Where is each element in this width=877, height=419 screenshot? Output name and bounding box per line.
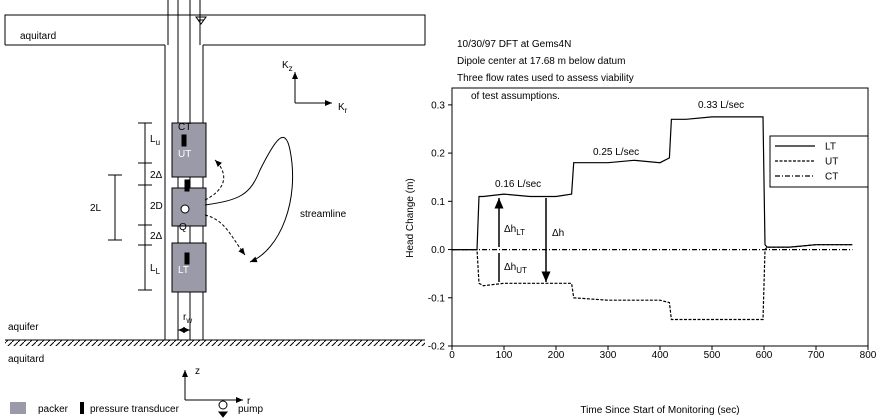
- streamline: [204, 136, 294, 263]
- delta-label: ΔhUT: [504, 262, 527, 275]
- y-tick-label: -0.2: [428, 342, 446, 353]
- flow-arrow: [204, 214, 246, 256]
- x-tick-label: 700: [808, 350, 825, 361]
- y-tick-label: -0.1: [428, 293, 446, 304]
- title-line: Dipole center at 17.68 m below datum: [457, 56, 625, 67]
- diagram-text: aquitard aquifer aquitard CT UT Q LT Lu …: [8, 31, 348, 415]
- y-tick-label: 0.1: [431, 197, 445, 208]
- x-axis-label: Time Since Start of Monitoring (sec): [580, 405, 739, 416]
- legend-label: LT: [825, 142, 836, 153]
- rate-label: 0.25 L/sec: [593, 147, 639, 158]
- x-tick-label: 0: [449, 350, 455, 361]
- legend-pump: [218, 400, 228, 410]
- legend-label: packer: [38, 404, 69, 415]
- transducer: [181, 134, 187, 147]
- transducer: [184, 179, 190, 192]
- aquitard-box: [4, 14, 426, 46]
- label: LT: [178, 265, 189, 276]
- label: Lu: [150, 134, 160, 147]
- y-tick-label: 0.0: [431, 245, 445, 256]
- label: 2D: [150, 201, 163, 212]
- hatch: [5, 340, 425, 346]
- diagram: [4, 0, 426, 418]
- label: LL: [150, 263, 161, 276]
- chart: 10/30/97 DFT at Gems4N Dipole center at …: [405, 39, 877, 416]
- label: Kz: [282, 60, 293, 73]
- transducer: [184, 252, 190, 265]
- delta-arrow: [499, 198, 546, 282]
- label: streamline: [300, 209, 347, 220]
- x-tick-label: 600: [756, 350, 773, 361]
- legend-label: CT: [825, 172, 838, 183]
- title-line: of test assumptions.: [471, 91, 560, 102]
- x-tick-label: 400: [652, 350, 669, 361]
- legend-transducer: [80, 402, 84, 414]
- legend-label: UT: [825, 157, 838, 168]
- label: Kr: [338, 102, 348, 115]
- delta-label: ΔhLT: [504, 224, 525, 237]
- water-table: [195, 16, 207, 25]
- label: aquifer: [8, 322, 39, 333]
- x-tick-label: 800: [860, 350, 877, 361]
- series-line: [452, 116, 853, 251]
- x-tick-label: 100: [496, 350, 513, 361]
- title-line: Three flow rates used to assess viabilit…: [457, 73, 634, 84]
- dimension-lines: [138, 122, 152, 291]
- label: 2Δ: [150, 231, 163, 242]
- title-line: 10/30/97 DFT at Gems4N: [457, 39, 571, 50]
- legend-pump: [217, 411, 229, 418]
- rate-label: 0.16 L/sec: [495, 179, 541, 190]
- y-tick-label: 0.3: [431, 100, 445, 111]
- x-tick-label: 300: [600, 350, 617, 361]
- zr-axes: [184, 370, 243, 400]
- series-line: [452, 244, 853, 321]
- label: aquitard: [8, 354, 44, 365]
- packer: [171, 122, 207, 178]
- rate-label: 0.33 L/sec: [698, 100, 744, 111]
- label: Q: [179, 222, 187, 233]
- label: 2Δ: [150, 170, 163, 181]
- label: 2L: [90, 203, 102, 214]
- label: r: [247, 396, 251, 407]
- k-axes: [294, 72, 332, 103]
- delta-label: Δh: [552, 228, 564, 239]
- packer: [171, 242, 207, 293]
- label: rw: [183, 312, 192, 325]
- pump: [180, 204, 190, 214]
- label: UT: [178, 149, 191, 160]
- label: aquitard: [20, 31, 56, 42]
- x-tick-label: 500: [704, 350, 721, 361]
- plot-frame: [451, 87, 869, 347]
- x-tick-label: 200: [548, 350, 565, 361]
- dimension-2l: [108, 174, 122, 241]
- label: z: [195, 366, 200, 377]
- label: CT: [178, 122, 191, 133]
- legend-packer: [10, 402, 26, 414]
- y-axis-label: Head Change (m): [405, 178, 416, 257]
- legend-label: pressure transducer: [90, 404, 180, 415]
- flow-arrow: [204, 159, 225, 201]
- legend-label: pump: [238, 404, 263, 415]
- y-tick-label: 0.2: [431, 149, 445, 160]
